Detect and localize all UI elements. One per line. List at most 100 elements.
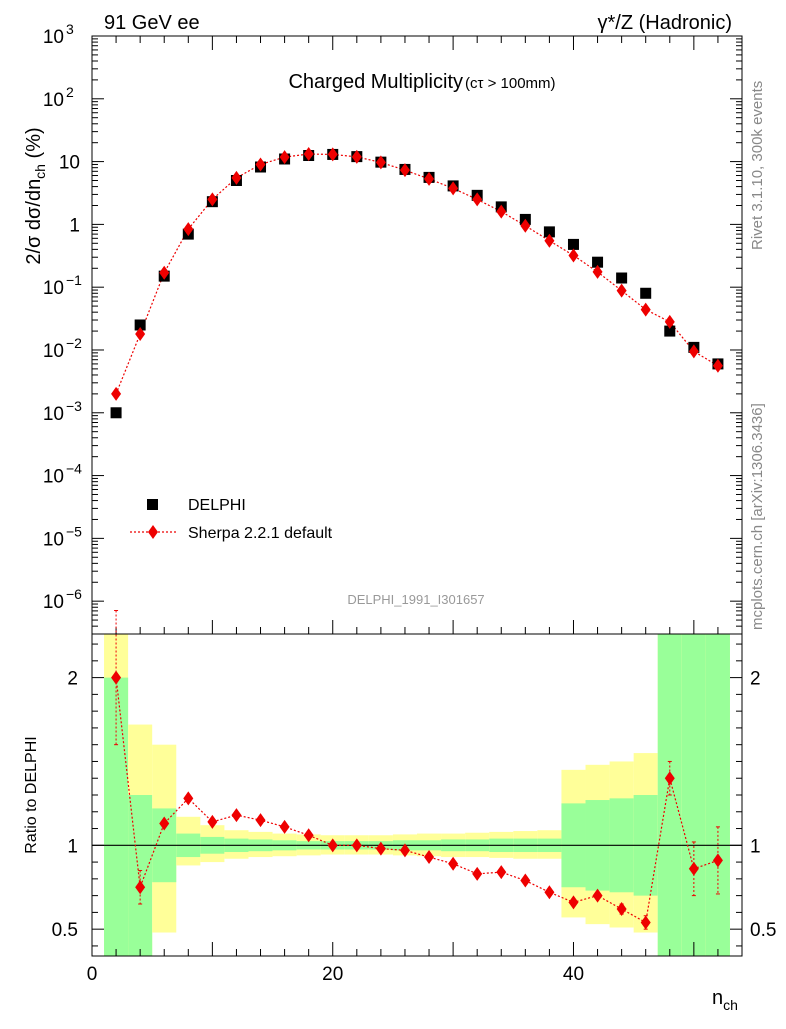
sherpa-point bbox=[399, 163, 410, 178]
sherpa-point bbox=[568, 248, 579, 263]
sherpa-point bbox=[592, 264, 603, 279]
ratio-point bbox=[135, 880, 146, 895]
sherpa-point bbox=[640, 302, 651, 317]
ratio-bands bbox=[104, 634, 730, 956]
xlabel-sub: ch bbox=[723, 997, 738, 1013]
xlabel-main: n bbox=[712, 987, 723, 1009]
upper-y-tick-label: 10 bbox=[43, 90, 64, 111]
upper-frame bbox=[91, 35, 743, 635]
sherpa-point bbox=[496, 204, 507, 219]
upper-y-tick-label: 10 bbox=[59, 153, 80, 174]
ratio-point bbox=[472, 866, 483, 881]
ratio-point bbox=[448, 856, 459, 871]
sherpa-point bbox=[183, 222, 194, 237]
upper-y-tick-label: 10 bbox=[43, 529, 64, 550]
upper-y-tick-label: 10 bbox=[43, 467, 64, 488]
upper-y-tick-label: 10 bbox=[43, 278, 64, 299]
sherpa-point bbox=[159, 265, 170, 280]
delphi-point bbox=[110, 407, 122, 419]
lower-y-tick-label-right: 1 bbox=[750, 836, 761, 857]
sherpa-point bbox=[303, 147, 314, 162]
sherpa-point bbox=[424, 171, 435, 186]
sherpa-point bbox=[448, 181, 459, 196]
ratio-point bbox=[183, 791, 194, 806]
analysis-id: DELPHI_1991_I301657 bbox=[347, 592, 484, 607]
ratio-point bbox=[424, 850, 435, 865]
plot-title: Charged Multiplicity bbox=[288, 71, 463, 93]
legend-marker-sherpa bbox=[148, 525, 158, 539]
ratio-point bbox=[664, 771, 675, 786]
sherpa-point bbox=[664, 314, 675, 329]
lower-axes: 0.5 0.51 12 20 20 40 bbox=[52, 633, 776, 985]
delphi-point bbox=[640, 287, 652, 299]
sherpa-point bbox=[279, 150, 290, 165]
sherpa-point bbox=[688, 344, 699, 359]
ratio-point bbox=[351, 838, 362, 853]
header-right: γ*/Z (Hadronic) bbox=[598, 12, 732, 34]
sherpa-point bbox=[231, 170, 242, 185]
upper-y-tick-label: 10 bbox=[43, 27, 64, 48]
sherpa-point bbox=[207, 192, 218, 207]
x-tick-label: 40 bbox=[563, 964, 584, 985]
sherpa-point bbox=[351, 149, 362, 164]
ratio-point bbox=[712, 853, 723, 868]
upper-y-tick-label: 10 bbox=[43, 341, 64, 362]
ratio-point bbox=[544, 885, 555, 900]
upper-y-tick-exp: −4 bbox=[66, 461, 82, 477]
delphi-point bbox=[664, 325, 676, 337]
ratio-point bbox=[327, 838, 338, 853]
upper-y-tick-label: 10 bbox=[43, 404, 64, 425]
sherpa-point bbox=[544, 233, 555, 248]
legend-label-sherpa: Sherpa 2.2.1 default bbox=[188, 525, 333, 542]
x-axis-label: nch bbox=[712, 987, 738, 1013]
ylabel-sub: ch bbox=[32, 164, 48, 179]
inner-band bbox=[705, 634, 730, 956]
ratio-point bbox=[640, 915, 651, 930]
lower-y-axis-label: Ratio to DELPHI bbox=[23, 736, 40, 853]
ratio-point bbox=[520, 873, 531, 888]
ylabel-unit: (%) bbox=[23, 127, 45, 164]
sherpa-point bbox=[616, 283, 627, 298]
ratio-point bbox=[279, 819, 290, 834]
inner-band bbox=[681, 634, 706, 956]
sherpa-point bbox=[712, 358, 723, 373]
delphi-point bbox=[134, 319, 146, 331]
upper-y-tick-label: 1 bbox=[69, 215, 80, 236]
series-line-sherpa bbox=[115, 153, 719, 395]
x-tick-label: 20 bbox=[322, 964, 343, 985]
x-tick-label: 0 bbox=[87, 964, 98, 985]
ratio-point bbox=[375, 841, 386, 856]
legend: DELPHI Sherpa 2.2.1 default bbox=[130, 497, 333, 542]
ratio-point bbox=[231, 808, 242, 823]
delphi-point bbox=[543, 226, 555, 238]
upper-y-tick-exp: 3 bbox=[66, 21, 74, 37]
ratio-point bbox=[616, 902, 627, 917]
upper-y-tick-exp: −5 bbox=[66, 523, 82, 539]
sherpa-point bbox=[375, 155, 386, 170]
ratio-point bbox=[592, 888, 603, 903]
lower-y-tick-label: 1 bbox=[67, 836, 78, 857]
ylabel-main: 2/σ dσ/dn bbox=[23, 179, 45, 265]
legend-marker-delphi bbox=[147, 499, 158, 510]
lower-y-tick-label: 0.5 bbox=[52, 920, 78, 941]
upper-y-tick-exp: −2 bbox=[66, 335, 82, 351]
upper-y-axis-label: 2/σ dσ/dnch (%) bbox=[23, 127, 48, 264]
delphi-point bbox=[616, 272, 628, 284]
header-left: 91 GeV ee bbox=[104, 12, 200, 34]
upper-marks bbox=[110, 147, 724, 419]
ratio-point bbox=[688, 861, 699, 876]
rivet-label: Rivet 3.1.10, 300k events bbox=[749, 81, 766, 250]
plot-subtitle: (cτ > 100mm) bbox=[465, 75, 556, 92]
sherpa-point bbox=[520, 218, 531, 233]
ratio-point bbox=[303, 828, 314, 843]
delphi-point bbox=[592, 256, 604, 268]
lower-y-tick-label-right: 2 bbox=[750, 669, 761, 690]
sherpa-point bbox=[472, 192, 483, 207]
delphi-point bbox=[567, 238, 579, 250]
ratio-point bbox=[159, 816, 170, 831]
sherpa-point bbox=[255, 157, 266, 172]
lower-y-tick-label-right: 0.5 bbox=[750, 920, 776, 941]
